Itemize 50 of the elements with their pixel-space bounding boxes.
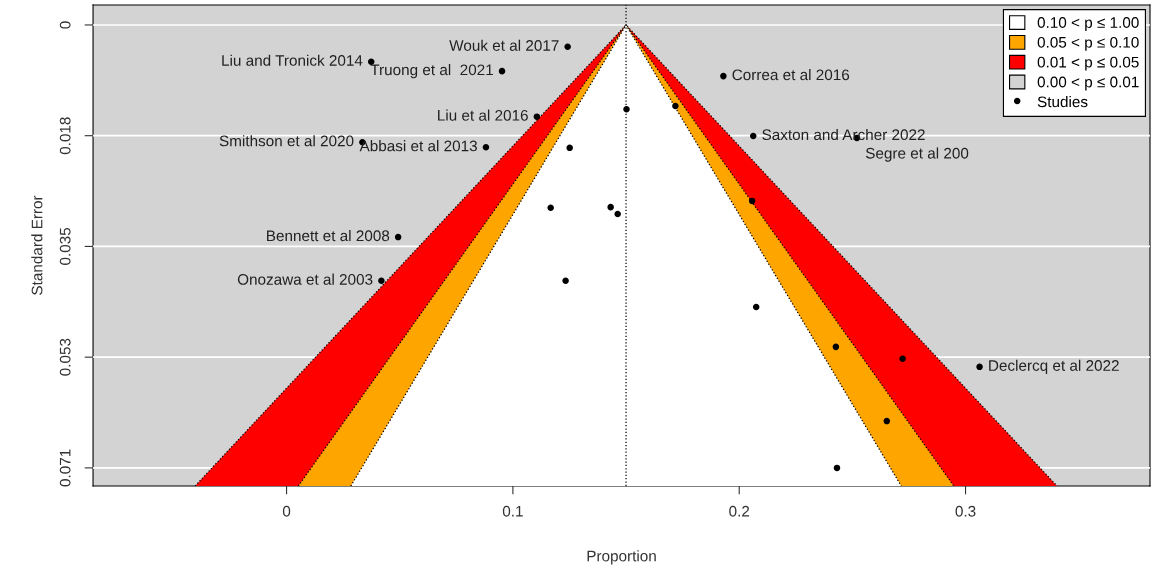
point [720, 72, 727, 80]
annotation: Saxton and Archer 2022 [762, 128, 925, 141]
y-tick-label: 0 [59, 21, 71, 29]
point [748, 197, 756, 205]
legend-label: 0.05 < p ≤ 0.10 [1037, 36, 1139, 51]
legend-label: Studies [1037, 95, 1088, 108]
point [378, 277, 385, 284]
annotation: Abbasi et al 2013 [359, 140, 477, 152]
x-tick-label: 0 [282, 505, 291, 517]
x-tick-label: 0.1 [502, 505, 523, 517]
y-tick-label: 0.018 [59, 117, 71, 155]
point [752, 303, 760, 311]
point [623, 105, 630, 113]
x-tick-label: 0.3 [955, 505, 976, 517]
point [899, 355, 906, 362]
point [482, 143, 490, 151]
x-tick-label: 0.2 [729, 505, 750, 517]
point [498, 67, 506, 75]
annotation: Declercq et al 2022 [989, 359, 1119, 374]
y-axis-title: Standard Error [31, 195, 43, 295]
point [564, 43, 571, 51]
annotation: Onozawa et al 2003 [237, 273, 373, 285]
point [883, 417, 891, 425]
x-axis-title: Proportion [587, 550, 656, 565]
annotation: Segre et al 200 [865, 147, 969, 162]
point [562, 277, 569, 284]
legend-label: 0.10 < p ≤ 1.00 [1037, 17, 1139, 31]
annotation: Smithson et al 2020 [219, 135, 354, 147]
point [832, 343, 840, 351]
y-tick-label: 0.053 [59, 338, 71, 376]
legend-label: 0.01 < p ≤ 0.05 [1037, 56, 1139, 71]
annotation: Correa et al 2016 [732, 69, 850, 81]
point [749, 132, 757, 140]
point [566, 144, 573, 152]
point [607, 203, 614, 211]
legend-label: 0.00 < p ≤ 0.01 [1037, 76, 1139, 91]
annotation: Bennett et al 2008 [267, 229, 390, 242]
point [614, 210, 621, 218]
annotation: Liu and Tronick 2014 [222, 54, 363, 66]
point [533, 113, 541, 120]
point [976, 363, 983, 371]
y-tick-label: 0.035 [59, 227, 71, 265]
y-tick-label: 0.071 [59, 449, 71, 487]
annotation: Wouk et al 2017 [449, 39, 559, 51]
point [394, 233, 402, 241]
annotation: Liu et al 2016 [438, 109, 528, 121]
annotation: Truong et al 2021 [370, 64, 493, 79]
point [672, 102, 679, 110]
point [547, 204, 554, 212]
point [833, 464, 841, 472]
